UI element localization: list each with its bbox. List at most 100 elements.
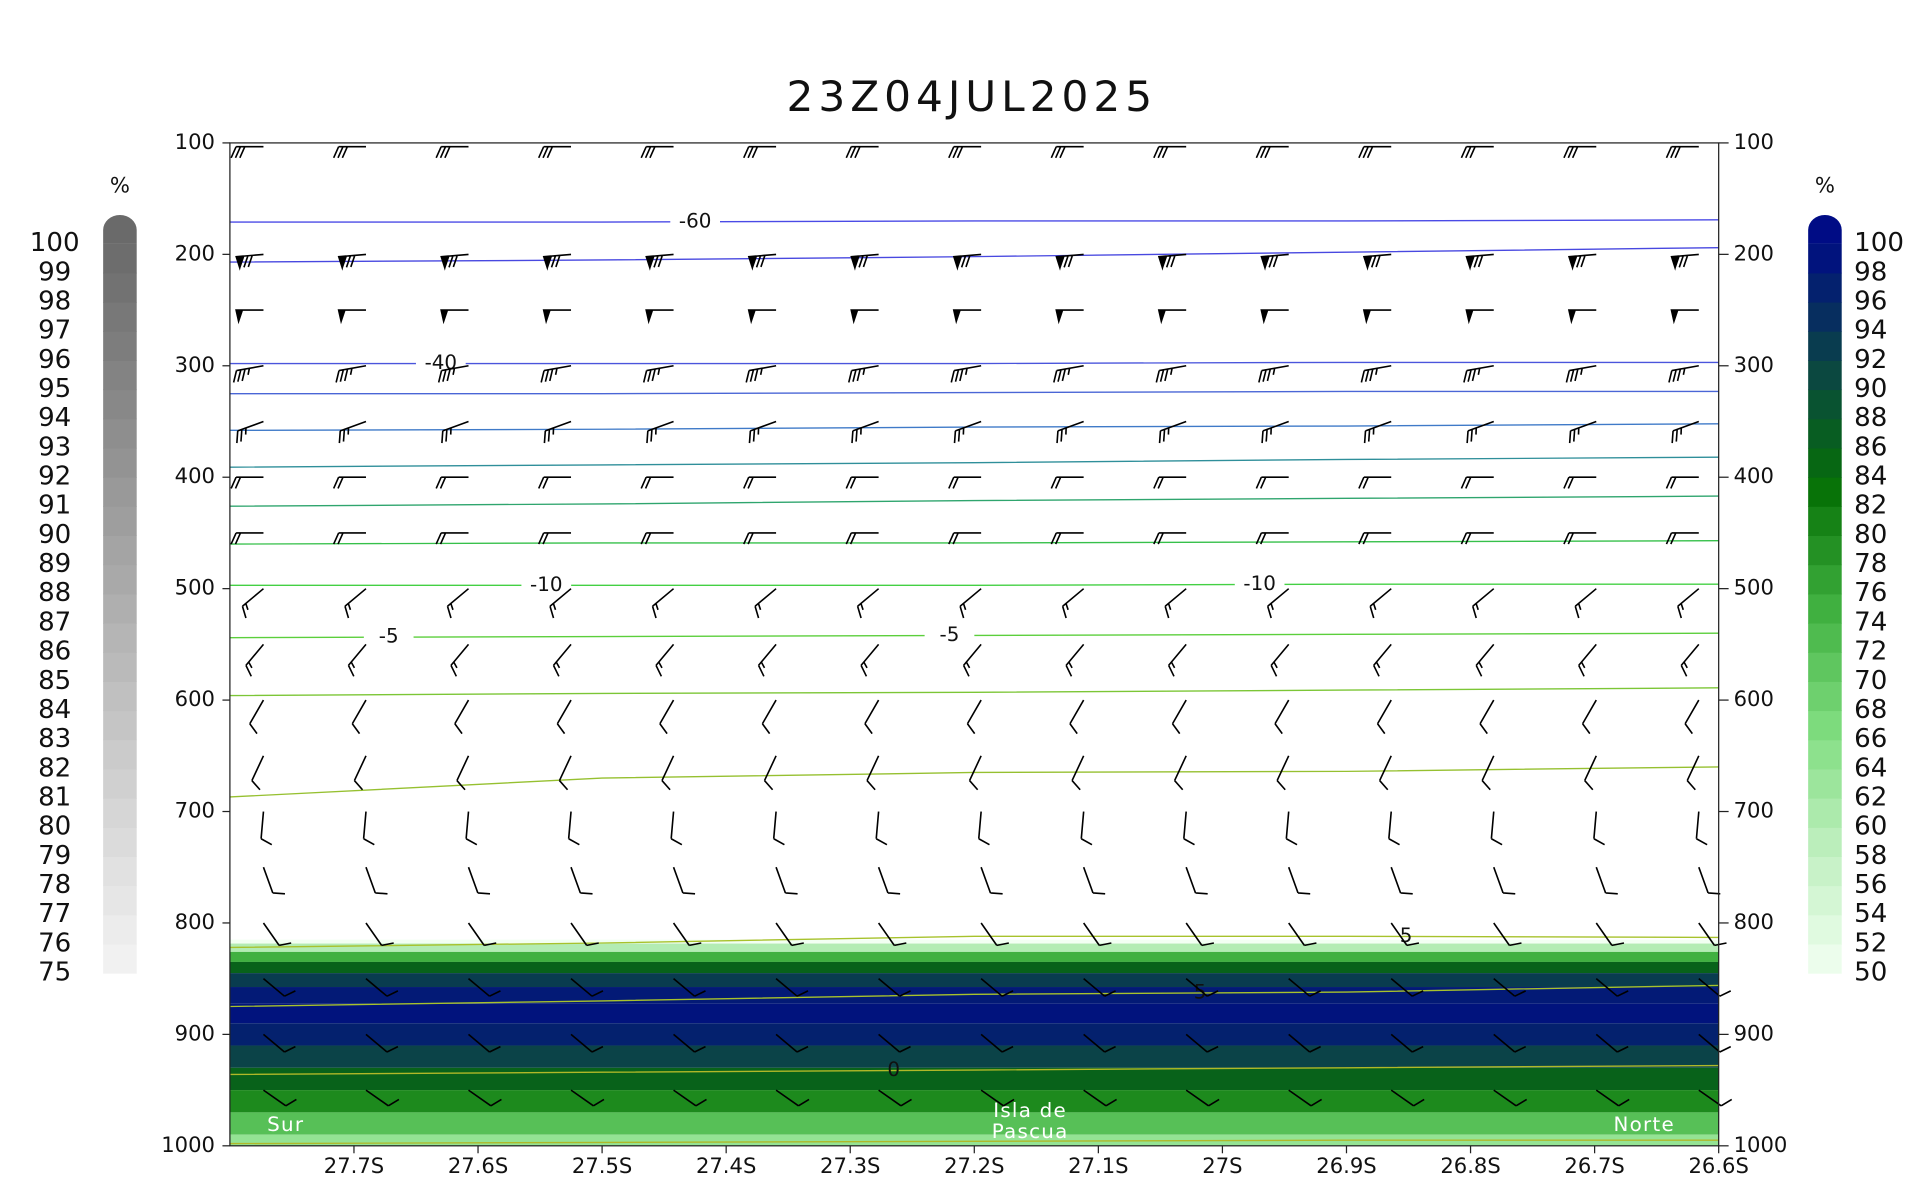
wind-barb (1493, 978, 1527, 997)
wind-barb (540, 364, 572, 383)
contour-line (229, 687, 1719, 697)
wind-barb (241, 588, 264, 619)
wind-barb (1390, 978, 1424, 997)
contour-line (229, 246, 1719, 263)
annotation: Sur (267, 1113, 304, 1136)
wind-barb (365, 1089, 400, 1107)
wind-barb (1376, 699, 1392, 735)
colorbar-block (103, 681, 137, 712)
wind-barb (1372, 643, 1392, 677)
wind-barb (968, 755, 982, 791)
y2-tick-label: 700 (1734, 798, 1774, 823)
contour-label: -5 (940, 623, 960, 646)
wind-barb (1276, 755, 1290, 791)
colorbar-label: 80 (38, 812, 71, 842)
contour-line (229, 423, 1719, 432)
wind-barb (1173, 755, 1187, 791)
colorbar-label: 88 (38, 578, 71, 608)
y-tick-label: 1000 (161, 1132, 215, 1157)
colorbar-block (103, 564, 137, 595)
wind-barb (851, 420, 879, 444)
wind-barb (1465, 309, 1494, 325)
wind-barb (1158, 420, 1187, 444)
annotation: Norte (1614, 1113, 1675, 1136)
wind-barb (1390, 1033, 1424, 1053)
colorbar-block (103, 593, 137, 624)
wind-barb (365, 1033, 399, 1053)
contour-line (229, 390, 1719, 395)
colorbar-cap (103, 214, 137, 244)
colorbar-block (103, 710, 137, 741)
wind-barb (1053, 364, 1084, 383)
contour-line (229, 1139, 1719, 1145)
contour-label-bg (924, 625, 975, 646)
wind-barb (655, 643, 675, 677)
wind-barb (365, 866, 388, 895)
wind-barb (1378, 755, 1392, 791)
y-tick-label: 900 (175, 1020, 215, 1045)
wind-barb (353, 755, 367, 791)
wind-barb (235, 309, 264, 325)
contour-label-bg (1234, 574, 1285, 595)
wind-barb (1255, 476, 1289, 489)
contour-line (229, 361, 1719, 365)
wind-barb (977, 811, 990, 846)
wind-barb (1677, 588, 1700, 619)
wind-barb (344, 588, 367, 619)
colorbar-label: 86 (38, 637, 71, 667)
wind-barb (1288, 1089, 1323, 1107)
colorbar-label: 100 (1854, 228, 1904, 258)
wind-barb (567, 811, 580, 846)
colorbar-label: 86 (1854, 432, 1887, 462)
colorbar-block (1808, 797, 1842, 828)
wind-barb (1288, 978, 1321, 997)
wind-barb (1255, 145, 1289, 159)
wind-barb (1185, 866, 1208, 895)
wind-barb (1568, 420, 1597, 444)
wind-barb (1255, 532, 1289, 545)
colorbar-block (103, 447, 137, 478)
wind-barb (645, 253, 674, 271)
y-tick-label: 200 (175, 240, 215, 265)
wind-barb (1463, 364, 1494, 383)
wind-barb (1593, 811, 1605, 846)
wind-barb (847, 364, 879, 383)
wind-barb (1665, 532, 1699, 545)
wind-barb (864, 699, 880, 735)
x-tick-label: 26.8S (1440, 1153, 1500, 1178)
wind-barb (1358, 145, 1392, 159)
colorbar-label: 93 (38, 432, 71, 462)
colorbar-label: 75 (38, 958, 71, 988)
wind-barb (456, 755, 470, 791)
wind-barb (775, 978, 809, 997)
wind-barb (1153, 145, 1187, 159)
wind-barb (1595, 1089, 1630, 1107)
wind-barb (1595, 978, 1629, 997)
wind-barb (1671, 420, 1700, 444)
x-tick-label: 26.7S (1564, 1153, 1624, 1178)
wind-barb (1185, 1089, 1220, 1107)
colorbar-block (103, 885, 137, 916)
wind-barb (1274, 699, 1290, 735)
colorbar-label: 78 (1854, 549, 1887, 579)
wind-barb (549, 588, 572, 619)
wind-barb (646, 420, 674, 444)
wind-barb (850, 309, 879, 325)
wind-barb (1050, 532, 1084, 545)
wind-barb (952, 253, 982, 271)
wind-barb (1288, 1033, 1321, 1053)
contour-label-bg (363, 627, 414, 648)
wind-barb (1583, 755, 1598, 791)
wind-barb (878, 978, 911, 997)
wind-barb (661, 755, 675, 791)
y-tick-label: 500 (175, 575, 215, 600)
y-tick-label: 700 (175, 798, 215, 823)
colorbar-block (103, 506, 137, 536)
colorbar-block (1808, 447, 1842, 478)
contour-label: -60 (679, 209, 711, 232)
wind-barb (332, 532, 366, 545)
humidity-band (229, 973, 1719, 988)
wind-barb (775, 1033, 809, 1053)
wind-barb (1680, 643, 1700, 677)
y2-tick-label: 300 (1734, 352, 1774, 377)
